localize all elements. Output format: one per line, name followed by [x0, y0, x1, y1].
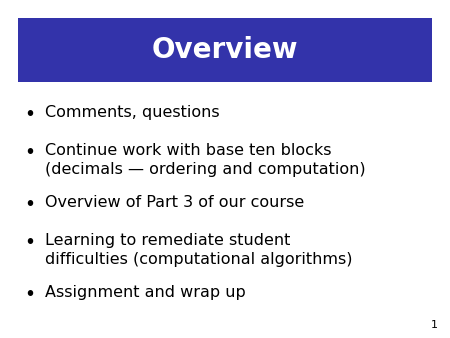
Text: Comments, questions: Comments, questions [45, 105, 220, 120]
Text: •: • [24, 233, 36, 252]
Text: Learning to remediate student
difficulties (computational algorithms): Learning to remediate student difficulti… [45, 233, 352, 267]
Text: •: • [24, 105, 36, 124]
Text: Assignment and wrap up: Assignment and wrap up [45, 285, 246, 300]
Text: Overview: Overview [152, 36, 298, 64]
FancyBboxPatch shape [18, 18, 432, 82]
Text: Overview of Part 3 of our course: Overview of Part 3 of our course [45, 195, 304, 210]
Text: Continue work with base ten blocks
(decimals — ordering and computation): Continue work with base ten blocks (deci… [45, 143, 365, 177]
Text: 1: 1 [431, 320, 438, 330]
Text: •: • [24, 195, 36, 214]
Text: •: • [24, 143, 36, 162]
Text: •: • [24, 285, 36, 304]
